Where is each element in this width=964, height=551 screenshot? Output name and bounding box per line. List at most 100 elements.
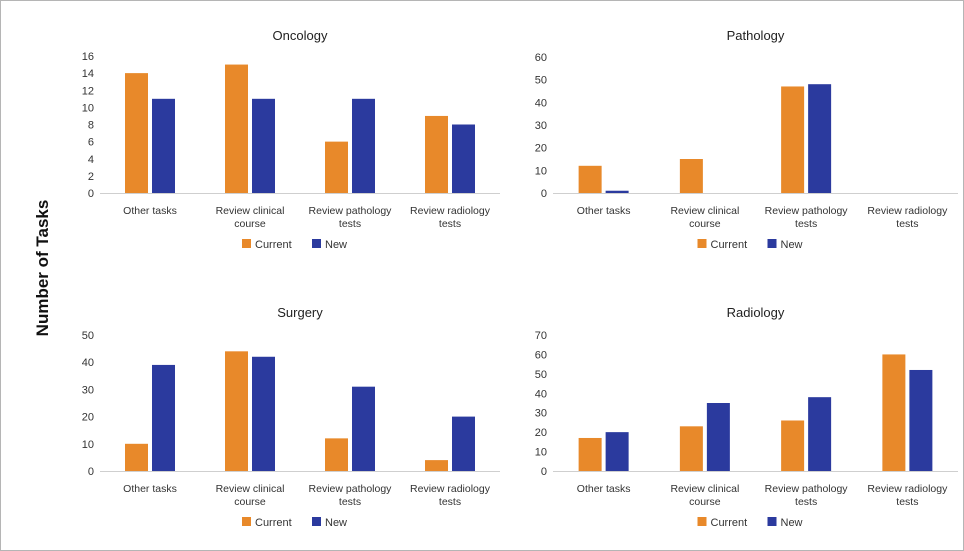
bar-new	[452, 124, 475, 193]
legend-swatch-new	[312, 517, 321, 526]
bar-new	[605, 432, 629, 471]
y-tick-label: 6	[88, 137, 94, 149]
category-label: Review pathology tests	[765, 483, 849, 508]
y-tick-label: 20	[535, 427, 547, 439]
bar-current	[425, 115, 448, 193]
y-tick-label: 0	[88, 188, 94, 200]
bar-new	[706, 403, 730, 471]
y-tick-label: 10	[535, 447, 547, 459]
y-tick-label: 40	[82, 357, 94, 369]
category-label: Review radiology tests	[867, 483, 948, 508]
bar-current	[125, 73, 148, 193]
legend-label-current: Current	[255, 517, 292, 529]
category-label: Review pathology tests	[309, 483, 393, 508]
category-label: Review pathology tests	[765, 205, 849, 230]
chart-panel-radiology: Radiology 0 10 20 30 40 50 60 70 Other tasks Revie…	[535, 305, 958, 529]
category-label: Other tasks	[123, 205, 177, 217]
category-label: Review clinical course	[670, 205, 739, 230]
y-tick-label: 10	[82, 439, 94, 451]
bar-current	[679, 159, 703, 193]
legend-label-current: Current	[255, 239, 292, 251]
legend-label-new: New	[325, 239, 347, 251]
y-tick-label: 10	[535, 165, 547, 177]
category-label: Review clinical course	[216, 483, 285, 508]
bar-new	[909, 369, 933, 471]
y-tick-label: 30	[82, 384, 94, 396]
bar-current	[225, 64, 248, 193]
y-tick-label: 60	[535, 52, 547, 64]
category-label: Review clinical course	[216, 205, 285, 230]
bar-new	[152, 98, 175, 193]
y-tick-label: 20	[535, 143, 547, 155]
chart-panel-oncology: Oncology 0 2 4 6 8 10 12 14 16 Other tasks Review c…	[82, 28, 500, 251]
bar-new	[605, 190, 629, 193]
bar-current	[679, 426, 703, 471]
category-label: Review radiology tests	[867, 205, 948, 230]
bar-current	[125, 443, 148, 471]
bar-current	[325, 438, 348, 471]
y-tick-label: 30	[535, 408, 547, 420]
y-tick-label: 40	[535, 388, 547, 400]
y-tick-label: 0	[541, 188, 547, 200]
bar-new	[808, 84, 832, 193]
category-label: Other tasks	[577, 483, 631, 495]
category-label: Review radiology tests	[410, 483, 491, 508]
legend-swatch-current	[242, 239, 251, 248]
y-tick-label: 4	[88, 154, 94, 166]
legend-swatch-new	[312, 239, 321, 248]
y-tick-label: 10	[82, 102, 94, 114]
bar-current	[578, 437, 602, 471]
y-tick-label: 12	[82, 85, 94, 97]
legend-swatch-current	[242, 517, 251, 526]
y-tick-label: 70	[535, 330, 547, 342]
legend-label-current: Current	[711, 239, 748, 251]
category-label: Other tasks	[123, 483, 177, 495]
y-tick-label: 0	[88, 466, 94, 478]
bar-new	[152, 364, 175, 471]
bar-current	[578, 165, 602, 193]
legend-label-new: New	[781, 239, 803, 251]
chart-title: Surgery	[277, 305, 323, 320]
bar-current	[781, 420, 805, 471]
category-label: Other tasks	[577, 205, 631, 217]
y-axis-label: Number of Tasks	[33, 200, 52, 337]
chart-title: Radiology	[727, 305, 785, 320]
chart-title: Pathology	[727, 28, 785, 43]
y-tick-label: 50	[535, 369, 547, 381]
legend-swatch-new	[767, 239, 777, 248]
y-tick-label: 2	[88, 171, 94, 183]
bar-new	[352, 386, 375, 471]
y-tick-label: 8	[88, 120, 94, 132]
legend-swatch-new	[767, 517, 777, 526]
y-tick-label: 20	[82, 412, 94, 424]
legend-swatch-current	[697, 239, 707, 248]
category-label: Review pathology tests	[309, 205, 393, 230]
category-label: Review radiology tests	[410, 205, 491, 230]
legend-label-new: New	[325, 517, 347, 529]
chart-panel-pathology: Pathology 0 10 20 30 40 50 60 Other tasks Review …	[535, 28, 958, 251]
y-tick-label: 0	[541, 466, 547, 478]
bar-current	[225, 351, 248, 471]
legend-swatch-current	[697, 517, 707, 526]
legend-label-current: Current	[711, 517, 748, 529]
legend-label-new: New	[781, 517, 803, 529]
y-tick-label: 60	[535, 349, 547, 361]
bar-current	[882, 354, 906, 471]
bar-new	[452, 416, 475, 471]
y-tick-label: 16	[82, 51, 94, 63]
chart-panel-surgery: Surgery 0 10 20 30 40 50 Other tasks Review clin…	[82, 305, 500, 529]
y-tick-label: 50	[535, 75, 547, 87]
chart-title: Oncology	[273, 28, 328, 43]
bar-new	[252, 356, 275, 471]
y-tick-label: 14	[82, 68, 94, 80]
bar-new	[808, 397, 832, 471]
bar-current	[325, 141, 348, 193]
bar-current	[425, 460, 448, 471]
y-tick-label: 40	[535, 97, 547, 109]
bar-new	[352, 98, 375, 193]
bar-new	[252, 98, 275, 193]
y-tick-label: 30	[535, 120, 547, 132]
y-tick-label: 50	[82, 330, 94, 342]
